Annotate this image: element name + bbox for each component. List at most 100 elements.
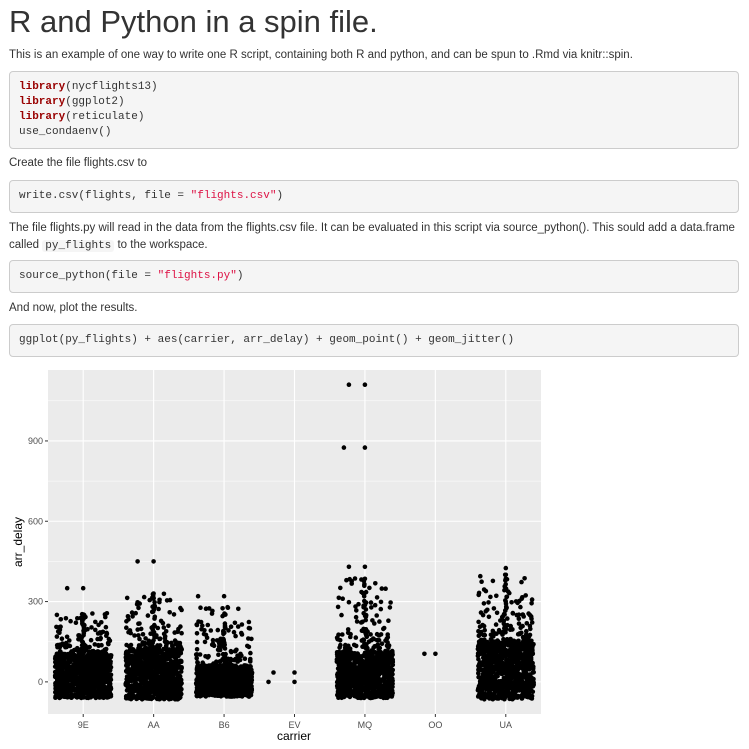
- data-point: [244, 681, 249, 687]
- data-point: [145, 613, 151, 618]
- data-point: [175, 640, 180, 645]
- data-point: [71, 669, 76, 674]
- data-point: [363, 644, 368, 649]
- code-text: source_python(file =: [19, 270, 158, 282]
- data-point: [209, 669, 215, 675]
- data-point: [231, 629, 237, 635]
- data-point: [144, 651, 149, 656]
- data-point: [140, 632, 146, 637]
- data-point: [156, 654, 162, 659]
- data-point: [138, 626, 144, 632]
- data-point: [385, 640, 390, 645]
- data-point: [231, 663, 236, 669]
- data-point: [227, 694, 232, 699]
- data-point: [71, 688, 76, 693]
- data-point: [83, 691, 89, 696]
- data-point: [152, 600, 157, 605]
- data-point: [178, 650, 184, 656]
- data-point: [165, 689, 170, 694]
- data-point: [385, 634, 391, 640]
- data-point: [129, 610, 135, 615]
- data-point: [67, 638, 72, 643]
- data-point: [338, 585, 343, 591]
- data-point: [99, 665, 105, 671]
- data-point: [222, 640, 227, 646]
- data-point: [366, 690, 372, 695]
- data-point: [157, 696, 162, 702]
- data-point: [170, 647, 176, 653]
- data-point: [87, 680, 92, 686]
- data-point: [179, 630, 184, 636]
- data-point: [211, 661, 216, 666]
- data-point: [370, 618, 375, 623]
- data-point: [56, 675, 62, 680]
- data-point: [147, 654, 152, 659]
- data-point: [152, 634, 157, 640]
- data-point: [157, 643, 163, 648]
- data-point: [156, 606, 161, 612]
- data-point: [135, 627, 140, 632]
- data-point: [204, 671, 210, 677]
- data-point: [81, 628, 86, 633]
- data-point: [345, 659, 351, 664]
- data-point: [339, 662, 344, 668]
- data-point: [69, 695, 74, 700]
- data-point: [102, 647, 108, 652]
- data-point: [59, 664, 65, 669]
- data-point: [194, 647, 200, 652]
- data-point: [379, 586, 385, 591]
- data-point: [104, 631, 110, 636]
- data-point: [63, 616, 69, 621]
- data-point: [89, 625, 94, 630]
- data-point: [166, 647, 172, 652]
- code-line: library(ggplot2): [19, 95, 729, 110]
- data-point: [126, 629, 131, 635]
- data-point: [105, 673, 110, 679]
- data-point: [62, 677, 67, 682]
- data-point: [360, 685, 365, 691]
- data-point: [241, 687, 247, 692]
- data-point: [132, 633, 137, 638]
- data-point: [336, 649, 342, 655]
- data-point: [362, 602, 368, 608]
- data-point: [194, 622, 200, 628]
- data-point: [378, 656, 384, 661]
- data-point: [129, 677, 134, 683]
- data-point: [228, 683, 234, 689]
- data-point: [363, 627, 368, 632]
- data-point: [65, 688, 70, 693]
- data-point: [354, 619, 360, 624]
- data-point: [71, 652, 76, 657]
- data-point: [173, 658, 179, 664]
- data-point: [335, 604, 341, 610]
- data-point: [126, 617, 131, 622]
- data-point: [178, 605, 183, 611]
- data-point: [169, 640, 174, 646]
- data-point: [228, 648, 234, 654]
- data-point: [161, 680, 167, 686]
- data-point: [89, 670, 94, 676]
- data-point: [510, 655, 515, 661]
- data-point: [223, 667, 228, 673]
- data-point: [83, 674, 89, 679]
- data-point: [150, 662, 156, 667]
- intro-paragraph: This is an example of one way to write o…: [9, 49, 633, 61]
- data-point: [337, 691, 342, 697]
- data-point: [96, 642, 101, 648]
- data-point: [105, 660, 111, 666]
- data-point: [168, 663, 173, 668]
- data-point: [105, 640, 111, 646]
- data-point: [146, 695, 151, 701]
- data-point: [170, 667, 175, 673]
- data-point: [64, 634, 70, 640]
- data-point: [144, 691, 149, 697]
- data-point: [355, 657, 360, 662]
- data-point: [349, 691, 354, 696]
- data-point: [361, 594, 367, 599]
- data-point: [353, 643, 359, 649]
- data-point: [246, 644, 252, 650]
- data-point: [78, 656, 84, 662]
- data-point: [55, 629, 61, 634]
- data-point: [179, 665, 184, 670]
- data-point: [369, 695, 375, 701]
